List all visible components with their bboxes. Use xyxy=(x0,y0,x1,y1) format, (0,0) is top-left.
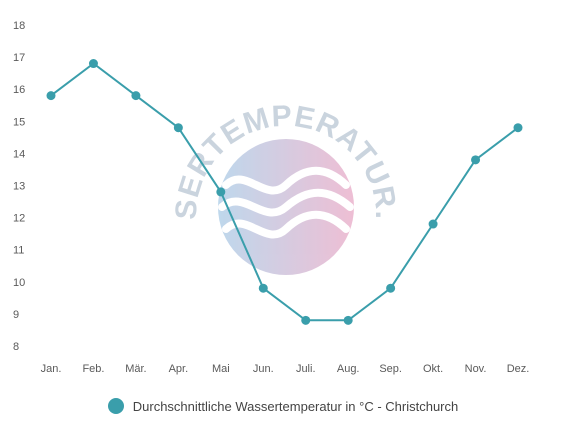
y-tick-label: 9 xyxy=(13,309,19,321)
data-point[interactable] xyxy=(88,59,98,69)
x-tick-label: Aug. xyxy=(337,363,360,375)
legend-label: Durchschnittliche Wassertemperatur in °C… xyxy=(132,398,459,414)
x-tick-label: Jan. xyxy=(41,363,62,375)
x-tick-label: Sep. xyxy=(379,363,402,375)
y-tick-label: 12 xyxy=(13,213,25,225)
series-layer xyxy=(46,59,523,325)
y-tick-label: 17 xyxy=(13,52,25,64)
x-tick-label: Nov. xyxy=(465,363,487,375)
series-line xyxy=(50,62,519,322)
data-point[interactable] xyxy=(386,283,396,293)
y-tick-label: 10 xyxy=(13,277,25,289)
x-tick-label: Juli. xyxy=(296,363,316,375)
data-point[interactable] xyxy=(428,219,438,229)
y-tick-label: 13 xyxy=(13,181,25,193)
y-axis: 18 17 16 15 14 13 12 11 10 9 8 xyxy=(13,20,25,353)
y-tick-label: 16 xyxy=(13,84,25,96)
data-point[interactable] xyxy=(258,283,268,293)
data-point[interactable] xyxy=(131,91,141,101)
x-axis: Jan. Feb. Mär. Apr. Mai Jun. Juli. Aug. Sep. Okt.… xyxy=(41,363,530,375)
y-tick-label: 11 xyxy=(13,245,24,257)
legend[interactable]: Durchschnittliche Wassertemperatur in °C… xyxy=(0,398,566,414)
x-tick-label: Okt. xyxy=(423,363,443,375)
x-tick-label: Mai xyxy=(212,363,230,375)
watermark-logo: WASSERTEMPERATUR.ORG xyxy=(0,0,401,275)
data-point[interactable] xyxy=(173,123,183,133)
data-point[interactable] xyxy=(301,315,311,325)
y-tick-label: 8 xyxy=(13,341,19,353)
data-point[interactable] xyxy=(216,187,226,197)
x-tick-label: Feb. xyxy=(82,363,104,375)
legend-marker xyxy=(107,398,124,414)
x-tick-label: Jun. xyxy=(253,363,274,375)
y-tick-label: 14 xyxy=(13,148,25,160)
x-tick-label: Apr. xyxy=(169,363,189,375)
data-point[interactable] xyxy=(46,91,56,101)
data-point[interactable] xyxy=(343,315,353,325)
y-tick-label: 15 xyxy=(13,116,25,128)
x-tick-label: Mär. xyxy=(125,363,146,375)
data-point[interactable] xyxy=(471,155,481,165)
data-point[interactable] xyxy=(513,123,523,133)
x-tick-label: Dez. xyxy=(507,363,530,375)
y-tick-label: 18 xyxy=(13,20,25,32)
